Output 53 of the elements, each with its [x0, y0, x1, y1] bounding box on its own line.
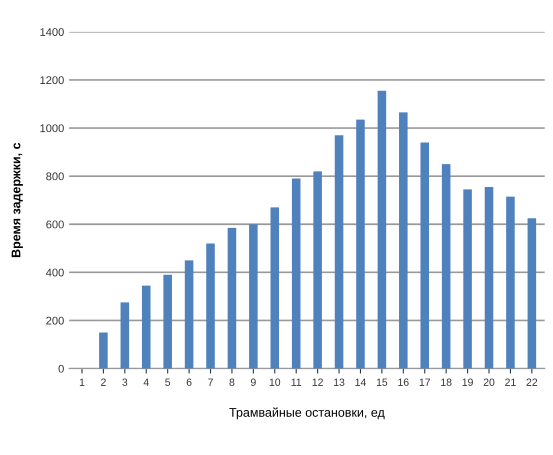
y-tick-label: 600 — [46, 220, 64, 228]
y-tick-label: 1200 — [40, 76, 64, 84]
x-tick-label: 14 — [355, 378, 366, 386]
x-tick-label: 17 — [420, 378, 430, 386]
bar — [420, 142, 430, 369]
bar — [506, 196, 515, 369]
x-tick-label: 5 — [165, 378, 170, 386]
bar — [270, 207, 280, 369]
bar — [528, 218, 536, 369]
x-tick-label: 9 — [250, 378, 256, 386]
y-tick-label: 0 — [58, 364, 64, 373]
bar — [442, 164, 450, 369]
x-tick-label: 21 — [505, 378, 516, 386]
y-tick-label: 800 — [46, 172, 64, 180]
bar — [292, 178, 300, 369]
x-tick-label: 15 — [376, 378, 388, 386]
x-tick-label: 13 — [334, 378, 344, 386]
bar — [356, 120, 365, 369]
x-tick-label: 12 — [312, 378, 323, 386]
x-tick-label: 1 — [80, 378, 84, 386]
x-tick-label: 16 — [398, 378, 409, 386]
x-tick-label: 4 — [144, 378, 149, 386]
x-tick-label: 19 — [462, 378, 473, 386]
y-axis-title: Время задержки, с — [12, 142, 23, 258]
x-tick-label: 10 — [270, 378, 280, 386]
bar — [378, 90, 386, 369]
bar — [334, 135, 344, 369]
x-tick-label: 20 — [484, 378, 494, 386]
x-axis-title: Трамвайные остановки, ед — [229, 407, 385, 420]
x-tick-label: 18 — [441, 378, 452, 386]
bar — [484, 186, 494, 369]
x-tick-label: 8 — [229, 378, 234, 386]
y-tick-label: 400 — [46, 268, 64, 276]
y-tick-label: 1400 — [40, 28, 64, 36]
bar — [142, 286, 151, 369]
x-tick-label: 11 — [292, 378, 302, 386]
bar — [120, 302, 130, 369]
bar — [399, 112, 408, 369]
y-tick-label: 200 — [46, 316, 64, 325]
bar — [184, 260, 194, 369]
bar — [206, 243, 215, 369]
x-tick-label: 2 — [101, 378, 106, 386]
y-tick-label: 1000 — [40, 124, 64, 132]
bar — [99, 332, 108, 369]
bar — [249, 224, 258, 369]
x-tick-label: 3 — [122, 378, 128, 386]
bar — [163, 274, 172, 369]
bar — [463, 189, 472, 369]
x-tick-label: 22 — [526, 378, 538, 386]
bar — [313, 171, 322, 369]
bar — [228, 228, 236, 369]
x-tick-label: 7 — [208, 378, 213, 386]
x-tick-label: 6 — [186, 378, 192, 386]
